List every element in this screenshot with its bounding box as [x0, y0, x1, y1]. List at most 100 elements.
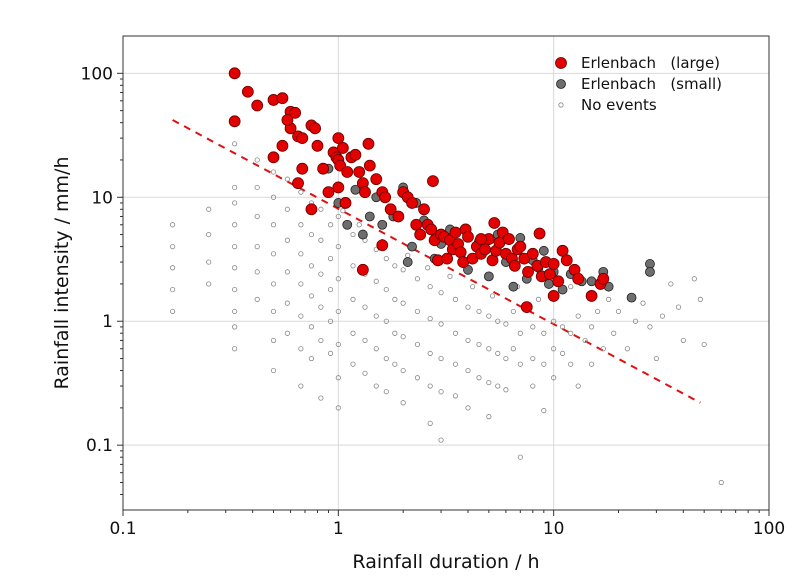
large-event-point — [425, 223, 438, 236]
no-event-point — [335, 405, 341, 411]
no-event-point — [206, 259, 212, 265]
no-event-point — [452, 296, 459, 303]
y-tick-label: 10 — [91, 188, 113, 208]
large-event-point — [526, 247, 539, 260]
large-event-point — [332, 132, 345, 145]
no-event-point — [284, 300, 290, 306]
data-points — [170, 67, 724, 486]
no-event-point — [373, 383, 379, 389]
large-event-point — [543, 268, 556, 280]
large-event-point — [289, 106, 302, 119]
large-event-point — [547, 258, 560, 270]
large-event-point — [547, 290, 560, 302]
large-event-point — [339, 197, 352, 209]
no-event-point — [575, 313, 581, 319]
small-event-point — [626, 292, 637, 303]
no-event-point — [530, 324, 536, 330]
no-event-point — [298, 383, 304, 389]
no-event-point — [452, 330, 459, 336]
x-tick-label: 0.1 — [109, 519, 136, 539]
no-event-point — [503, 387, 509, 393]
large-event-point — [241, 85, 254, 98]
no-event-point — [465, 367, 471, 374]
no-event-point — [427, 284, 433, 290]
small-event-point — [508, 281, 519, 292]
no-event-point — [588, 324, 595, 330]
no-event-point — [606, 296, 612, 303]
no-event-point — [517, 454, 523, 460]
no-event-point — [659, 313, 666, 319]
large-event-point — [349, 148, 362, 161]
x-axis-label: Rainfall duration / h — [352, 551, 539, 573]
large-event-point — [341, 166, 354, 178]
large-event-point — [508, 259, 521, 272]
no-event-point — [350, 330, 356, 336]
no-event-point — [298, 281, 304, 287]
large-event-point — [296, 132, 309, 145]
no-event-point — [530, 355, 536, 362]
small-event-point — [377, 219, 388, 230]
large-event-point — [454, 246, 467, 259]
no-event-point — [447, 273, 453, 279]
no-event-point — [232, 286, 238, 293]
no-event-point — [551, 318, 557, 324]
no-event-point — [510, 346, 516, 352]
no-event-point — [254, 184, 260, 191]
legend-marker-no-events — [558, 102, 564, 108]
large-event-point — [281, 114, 294, 126]
no-event-point — [427, 350, 433, 357]
no-event-point — [541, 361, 547, 367]
no-event-point — [308, 293, 315, 299]
no-event-point — [414, 375, 421, 381]
no-event-point — [270, 194, 277, 200]
no-event-point — [551, 346, 557, 352]
large-event-point — [353, 166, 366, 178]
no-event-point — [427, 383, 433, 389]
plot-area — [122, 35, 770, 511]
large-event-point — [376, 239, 389, 252]
no-event-point — [254, 269, 260, 275]
large-event-point — [384, 203, 397, 216]
no-event-point — [308, 263, 315, 269]
no-event-point — [624, 346, 631, 352]
no-event-point — [405, 252, 411, 258]
no-event-point — [318, 304, 324, 310]
large-event-point — [414, 228, 427, 241]
no-event-point — [254, 157, 260, 163]
large-event-point — [462, 230, 474, 243]
large-event-point — [560, 254, 573, 267]
no-event-point — [495, 383, 501, 389]
x-tick-label: 1 — [333, 519, 344, 539]
no-event-point — [400, 367, 406, 374]
large-event-point — [379, 191, 392, 204]
large-event-point — [267, 151, 280, 164]
no-event-point — [350, 263, 356, 269]
no-event-point — [383, 286, 389, 293]
no-event-point — [551, 375, 557, 381]
no-event-point — [362, 304, 368, 310]
no-event-point — [595, 308, 601, 315]
no-event-point — [232, 324, 238, 330]
large-event-point — [362, 137, 375, 150]
no-event-point — [170, 243, 176, 250]
no-event-point — [318, 337, 324, 344]
no-event-point — [438, 437, 444, 443]
no-event-point — [308, 231, 315, 238]
no-event-point — [476, 308, 482, 315]
legend-label: Erlenbach (small) — [581, 75, 722, 93]
legend-label: No events — [581, 96, 657, 114]
no-event-point — [465, 304, 471, 310]
large-event-point — [585, 290, 598, 302]
large-event-point — [356, 263, 369, 276]
no-event-point — [327, 286, 334, 293]
no-event-point — [270, 222, 277, 228]
large-event-point — [488, 217, 501, 229]
legend: Erlenbach (large) Erlenbach (small) No eve… — [555, 54, 722, 114]
no-event-point — [588, 361, 595, 367]
small-event-point — [402, 257, 413, 267]
no-event-point — [232, 243, 238, 250]
no-event-point — [452, 361, 459, 367]
no-event-point — [559, 324, 566, 330]
no-event-point — [270, 169, 277, 175]
no-event-point — [318, 395, 324, 401]
